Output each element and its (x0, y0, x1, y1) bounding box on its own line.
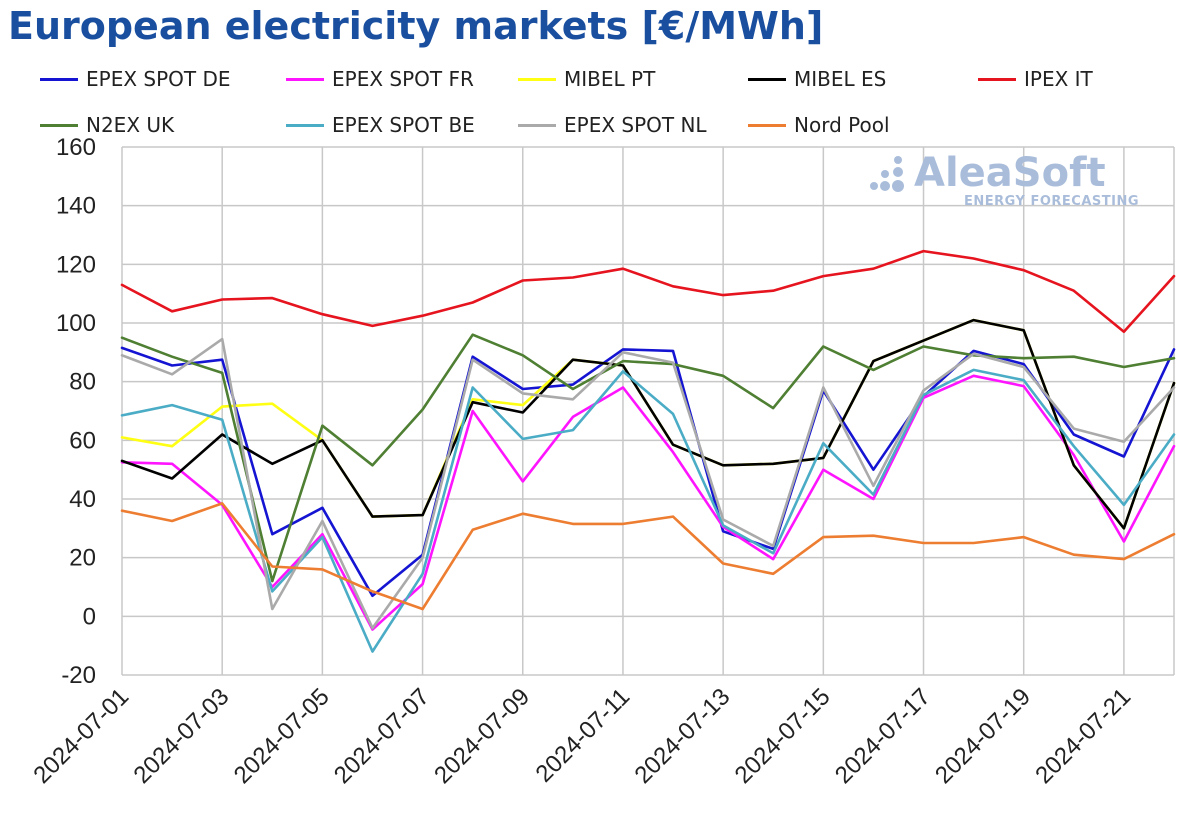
aleasoft-watermark: AleaSoft ENERGY FORECASTING (868, 150, 1168, 220)
x-axis-ticks: 2024-07-012024-07-032024-07-052024-07-07… (28, 683, 1136, 789)
series-line-n2ex-uk (120, 333, 1176, 583)
x-tick-label: 2024-07-03 (129, 683, 235, 789)
legend-label: N2EX UK (86, 113, 175, 137)
legend-swatch (978, 77, 1016, 81)
legend-swatch (518, 123, 556, 127)
legend-swatch (748, 123, 786, 127)
y-tick-label: 120 (56, 251, 96, 278)
series-line-epex-spot-fr (120, 374, 1176, 631)
x-tick-label: 2024-07-19 (930, 683, 1036, 789)
legend-item-mibel-pt: MIBEL PT (518, 64, 655, 94)
legend-label: EPEX SPOT BE (332, 113, 475, 137)
legend-swatch (40, 77, 78, 81)
series-line-ipex-it (120, 249, 1176, 334)
legend-label: Nord Pool (794, 113, 890, 137)
y-tick-label: 80 (69, 369, 96, 396)
aleasoft-brand: AleaSoft (914, 150, 1106, 196)
x-tick-label: 2024-07-15 (730, 683, 836, 789)
legend-label: MIBEL ES (794, 67, 887, 91)
y-tick-label: 60 (69, 427, 96, 454)
legend-item-epex-spot-be: EPEX SPOT BE (286, 110, 475, 140)
legend: EPEX SPOT DE EPEX SPOT FR MIBEL PT MIBEL ES… (0, 0, 1200, 150)
legend-swatch (748, 77, 786, 81)
x-tick-label: 2024-07-13 (629, 683, 735, 789)
legend-item-epex-spot-fr: EPEX SPOT FR (286, 64, 474, 94)
legend-label: IPEX IT (1024, 67, 1093, 91)
x-tick-label: 2024-07-17 (830, 683, 936, 789)
legend-swatch (286, 123, 324, 127)
y-axis-ticks: -20 0 20 40 60 80 100 120 140 160 (56, 134, 96, 689)
series-line-epex-spot-nl (120, 337, 1176, 630)
x-tick-label: 2024-07-05 (229, 683, 335, 789)
legend-item-n2ex-uk: N2EX UK (40, 110, 174, 140)
y-tick-label: 160 (56, 134, 96, 161)
legend-swatch (518, 77, 556, 81)
x-tick-label: 2024-07-21 (1030, 683, 1136, 789)
x-tick-label: 2024-07-07 (329, 683, 435, 789)
x-tick-label: 2024-07-01 (28, 683, 134, 789)
x-tick-label: 2024-07-09 (429, 683, 535, 789)
y-tick-label: 20 (69, 545, 96, 572)
aleasoft-logo-dots-icon (870, 156, 904, 192)
x-tick-label: 2024-07-11 (531, 683, 636, 788)
legend-item-nord-pool: Nord Pool (748, 110, 890, 140)
series-line-epex-spot-be (120, 368, 1176, 653)
series-line-mibel-es (120, 318, 1176, 530)
series-lines (120, 249, 1176, 653)
chart-title: European electricity markets [€/MWh] (8, 4, 824, 48)
y-tick-label: -20 (61, 662, 96, 689)
legend-label: MIBEL PT (564, 67, 656, 91)
legend-swatch (286, 77, 324, 81)
aleasoft-tagline: ENERGY FORECASTING (964, 194, 1140, 209)
legend-label: EPEX SPOT DE (86, 67, 231, 91)
legend-item-epex-spot-nl: EPEX SPOT NL (518, 110, 707, 140)
legend-label: EPEX SPOT FR (332, 67, 474, 91)
legend-label: EPEX SPOT NL (564, 113, 707, 137)
legend-swatch (40, 123, 78, 127)
legend-item-mibel-es: MIBEL ES (748, 64, 886, 94)
legend-item-ipex-it: IPEX IT (978, 64, 1093, 94)
legend-item-epex-spot-de: EPEX SPOT DE (40, 64, 231, 94)
series-line-nord-pool (120, 502, 1176, 611)
y-tick-label: 140 (56, 193, 96, 220)
y-tick-label: 40 (69, 486, 96, 513)
y-tick-label: 0 (83, 603, 96, 630)
y-tick-label: 100 (56, 310, 96, 337)
